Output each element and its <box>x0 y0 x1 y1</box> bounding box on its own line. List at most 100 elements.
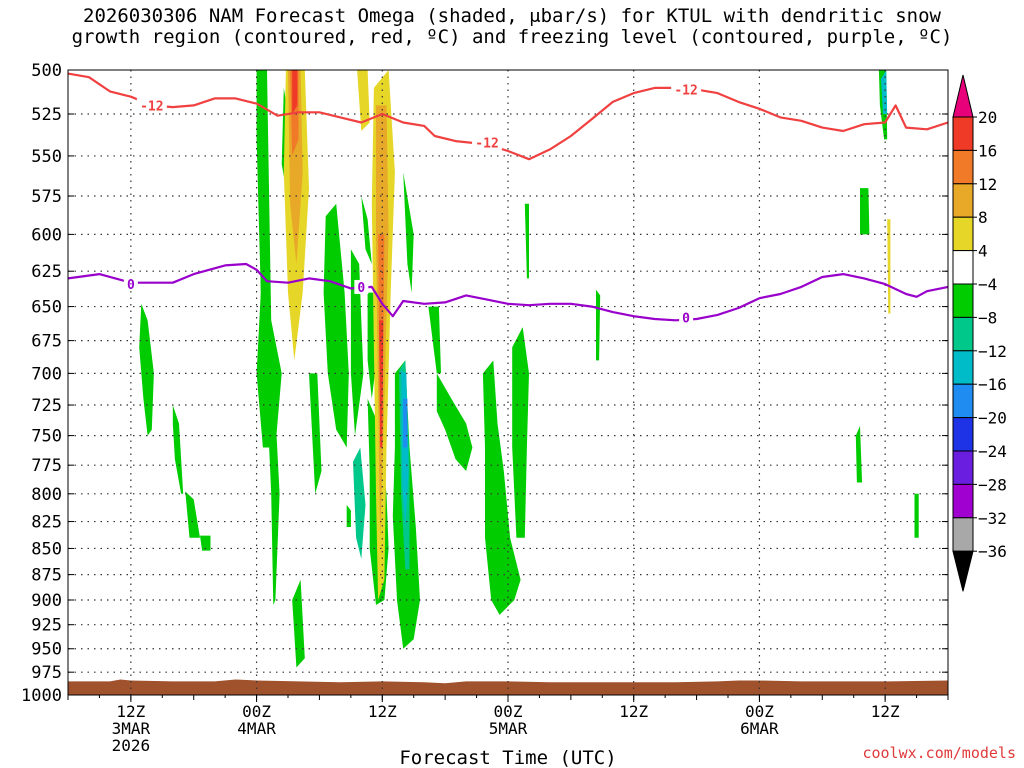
omega-area <box>292 579 305 668</box>
x-tick-label: 6MAR <box>740 719 779 738</box>
colorbar-bin <box>952 350 974 385</box>
y-tick-label: 925 <box>31 616 62 636</box>
x-tick-label: 12Z <box>368 702 397 721</box>
x-axis-label: Forecast Time (UTC) <box>399 747 616 768</box>
y-tick-label: 600 <box>31 225 62 245</box>
x-tick-label: 12Z <box>871 702 900 721</box>
y-tick-label: 650 <box>31 298 62 318</box>
omega-area <box>436 373 473 471</box>
y-tick-label: 875 <box>31 566 62 586</box>
colorbar-tick-label: −20 <box>978 409 1007 428</box>
colorbar-tick-label: 16 <box>978 141 997 160</box>
y-tick-label: 900 <box>31 591 62 611</box>
colorbar-bin <box>952 517 974 552</box>
y-tick-label: 825 <box>31 513 62 533</box>
omega-area <box>914 493 919 538</box>
ground-strip <box>68 679 948 695</box>
omega-area <box>428 306 441 374</box>
contour-label-background <box>671 82 702 97</box>
x-tick-label: 00Z <box>494 702 523 721</box>
colorbar-tick-label: −36 <box>978 542 1007 561</box>
colorbar-bin <box>952 149 974 185</box>
colorbar: 20 16 12 8 4 −4 −8 −12 −16 −20 −24 −28 −32 −36 <box>952 74 1007 592</box>
omega-area <box>200 535 211 551</box>
omega-area <box>139 303 154 436</box>
x-tick-label: 00Z <box>745 702 774 721</box>
omega-area <box>292 70 298 114</box>
y-tick-label: 850 <box>31 539 62 559</box>
omega-area <box>855 425 863 483</box>
contour-label-background <box>679 310 694 325</box>
colorbar-bin <box>952 450 974 485</box>
omega-area <box>353 447 366 559</box>
omega-area <box>172 405 184 494</box>
y-tick-label: 625 <box>31 262 62 282</box>
y-tick-label: 750 <box>31 427 62 447</box>
contour-line-freezing_0C <box>67 262 949 322</box>
colorbar-bin <box>952 250 974 285</box>
colorbar-tick-label: 4 <box>978 242 988 261</box>
omega-area <box>860 188 870 235</box>
contour-label: -12 <box>140 99 163 114</box>
y-tick-label: 550 <box>31 147 62 167</box>
colorbar-bin <box>952 417 974 452</box>
y-tick-label: 525 <box>31 105 62 125</box>
omega-area <box>309 373 322 494</box>
colorbar-bin <box>952 183 974 218</box>
contours: -12 -12 -12 0 0 0 <box>67 72 949 327</box>
omega-area <box>887 219 891 314</box>
contour-label: 0 <box>357 281 365 296</box>
colorbar-bin <box>952 116 974 151</box>
colorbar-tick-label: 8 <box>978 208 988 227</box>
y-tick-label: 575 <box>31 187 62 207</box>
contour-label-background <box>354 279 369 294</box>
omega-area <box>350 249 364 436</box>
omega-area <box>323 203 349 448</box>
y-tick-label: 1000 <box>21 686 62 706</box>
colorbar-bin <box>952 316 974 352</box>
colorbar-bottom-arrow <box>952 550 974 592</box>
colorbar-tick-label: 12 <box>978 175 997 194</box>
y-tick-label: 800 <box>31 485 62 505</box>
y-axis: 500 525 550 575 600 625 650 675 700 725 750 775 800 8… <box>21 61 948 706</box>
chart-title: 2026030306 NAM Forecast Omega (shaded, μ… <box>71 5 953 48</box>
omega-area <box>524 203 529 279</box>
x-tick-label: 12Z <box>116 702 145 721</box>
y-tick-label: 500 <box>31 61 62 81</box>
omega-area <box>403 398 408 448</box>
x-tick-label: 4MAR <box>237 719 276 738</box>
credit-text: coolwx.com/models <box>862 744 1016 762</box>
x-tick-label: 00Z <box>242 702 271 721</box>
y-tick-label: 725 <box>31 396 62 416</box>
contour-label: 0 <box>682 312 690 327</box>
omega-area <box>260 231 270 399</box>
y-tick-label: 975 <box>31 663 62 683</box>
omega-shading <box>139 70 919 668</box>
colorbar-tick-label: −16 <box>978 375 1007 394</box>
omega-area <box>512 327 529 538</box>
contour-label: 0 <box>127 278 135 293</box>
colorbar-bin <box>952 383 974 419</box>
colorbar-bin <box>952 283 974 318</box>
contour-label: -12 <box>674 84 697 99</box>
gridlines <box>68 70 948 695</box>
contour-line-dendritic_-12C <box>67 72 949 161</box>
colorbar-tick-label: 20 <box>978 108 997 127</box>
y-tick-label: 775 <box>31 456 62 476</box>
contour-label-background <box>136 98 167 113</box>
contour-label: -12 <box>475 137 498 152</box>
omega-area <box>361 196 372 264</box>
y-tick-label: 700 <box>31 364 62 384</box>
x-tick-label: 2026 <box>112 736 151 755</box>
colorbar-top-arrow <box>952 74 974 118</box>
omega-area <box>403 172 414 293</box>
colorbar-tick-label: −28 <box>978 475 1007 494</box>
y-tick-label: 950 <box>31 640 62 660</box>
colorbar-tick-label: −24 <box>978 442 1007 461</box>
colorbar-tick-label: −4 <box>978 275 997 294</box>
omega-area <box>482 360 521 615</box>
x-tick-label: 3MAR <box>112 719 151 738</box>
omega-area <box>357 70 370 131</box>
